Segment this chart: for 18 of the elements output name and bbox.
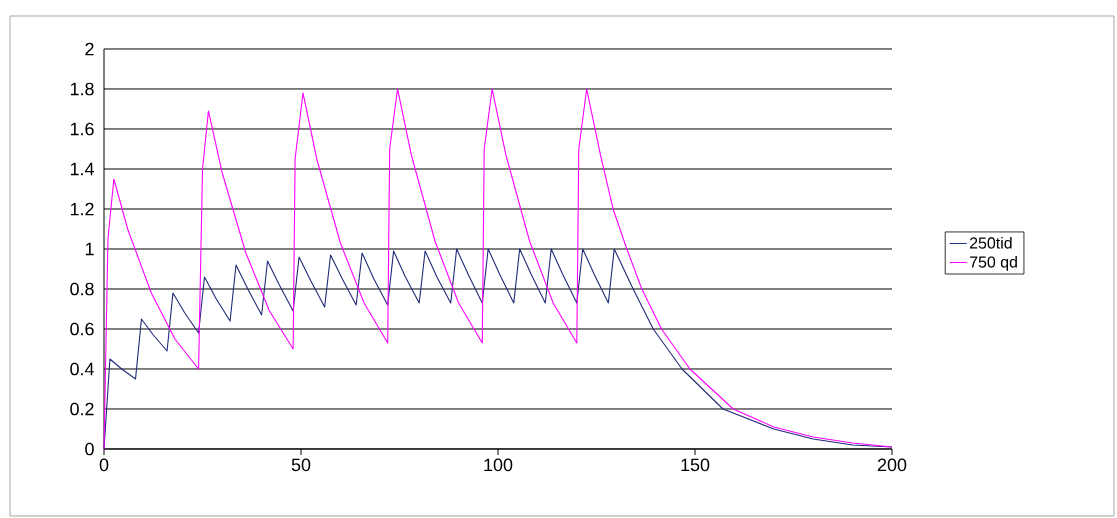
y-tick-label: 1 bbox=[85, 242, 94, 256]
x-tick-label: 100 bbox=[484, 458, 513, 472]
y-tick-label: 0.4 bbox=[70, 362, 94, 376]
y-tick-label: 0.6 bbox=[70, 322, 94, 336]
x-tick-label: 150 bbox=[681, 458, 710, 472]
legend-label: 750 qd bbox=[970, 255, 1017, 271]
y-tick-label: 1.2 bbox=[70, 202, 94, 216]
y-tick-label: 0 bbox=[85, 442, 94, 456]
y-tick-label: 1.4 bbox=[70, 162, 94, 176]
y-tick-label: 0.2 bbox=[70, 402, 94, 416]
x-tick-label: 50 bbox=[291, 458, 311, 472]
legend-label: 250tid bbox=[970, 236, 1012, 249]
y-tick-label: 1.6 bbox=[70, 122, 94, 136]
y-tick-label: 0.8 bbox=[70, 282, 94, 296]
y-tick-label: 1.8 bbox=[70, 82, 94, 96]
x-tick-label: 200 bbox=[877, 458, 907, 472]
x-tick-label: 0 bbox=[99, 458, 109, 472]
y-tick-label: 2 bbox=[85, 42, 94, 56]
